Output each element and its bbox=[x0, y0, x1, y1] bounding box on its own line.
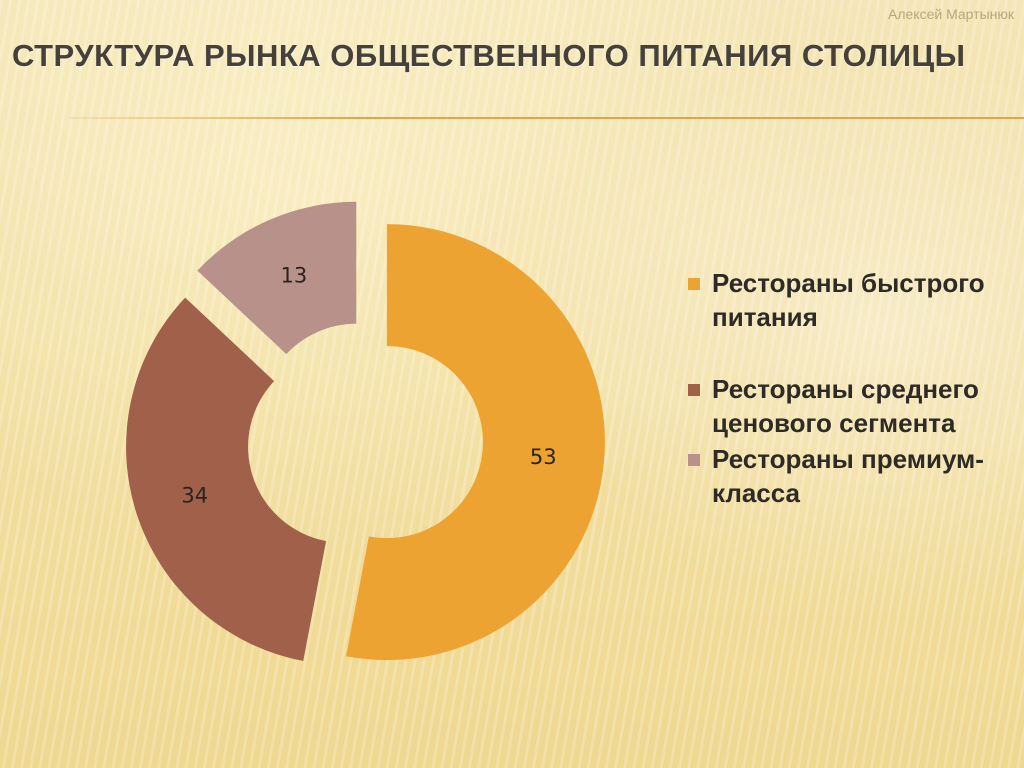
chart-legend: Рестораны быстрого питания Рестораны сре… bbox=[686, 266, 1016, 510]
slide-title: СТРУКТУРА РЫНКА ОБЩЕСТВЕННОГО ПИТАНИЯ СТ… bbox=[12, 38, 966, 73]
data-label-mid-price: 34 bbox=[181, 483, 208, 507]
legend-label-mid-price: Рестораны среднего ценового сегмента bbox=[712, 374, 979, 438]
slice-fast-food bbox=[346, 224, 605, 661]
legend-item-premium: Рестораны премиум-класса bbox=[686, 442, 1016, 510]
data-label-fast-food: 53 bbox=[530, 445, 557, 469]
legend-swatch-fast-food bbox=[688, 278, 700, 290]
legend-item-mid-price: Рестораны среднего ценового сегмента bbox=[686, 372, 1016, 440]
data-label-premium: 13 bbox=[281, 264, 308, 288]
legend-label-fast-food: Рестораны быстрого питания bbox=[712, 268, 985, 332]
legend-item-fast-food: Рестораны быстрого питания bbox=[686, 266, 1016, 334]
legend-swatch-premium bbox=[688, 454, 700, 466]
title-underline bbox=[70, 117, 1024, 119]
slice-premium bbox=[197, 201, 357, 355]
slice-mid-price bbox=[126, 297, 327, 661]
author-name: Алексей Мартынюк bbox=[888, 6, 1014, 22]
legend-swatch-mid-price bbox=[688, 384, 700, 396]
legend-label-premium: Рестораны премиум-класса bbox=[712, 444, 984, 508]
